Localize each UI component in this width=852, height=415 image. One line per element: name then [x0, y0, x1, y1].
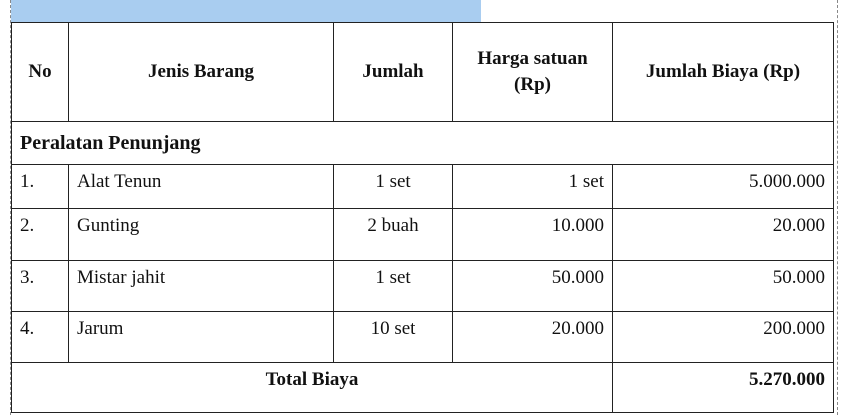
cell-item: Mistar jahit: [68, 260, 334, 312]
cell-no: 3.: [11, 260, 69, 312]
cell-total: 5.000.000: [612, 164, 834, 209]
header-price: Harga satuan (Rp): [452, 22, 613, 122]
cell-no: 1.: [11, 164, 69, 209]
cell-total: 200.000: [612, 311, 834, 363]
header-qty: Jumlah: [333, 22, 453, 122]
page-edge-right: [837, 0, 838, 415]
table-row: 1. Alat Tenun 1 set 1 set 5.000.000: [11, 164, 834, 209]
cell-price: 50.000: [452, 260, 613, 312]
cell-item: Gunting: [68, 208, 334, 261]
cell-price: 20.000: [452, 311, 613, 363]
total-label: Total Biaya: [11, 362, 613, 413]
header-no: No: [11, 22, 69, 122]
cell-total: 50.000: [612, 260, 834, 312]
page-edge-left: [10, 0, 11, 415]
cell-qty: 10 set: [333, 311, 453, 363]
table-row: 4. Jarum 10 set 20.000 200.000: [11, 311, 834, 363]
cost-table: No Jenis Barang Jumlah Harga satuan (Rp)…: [11, 22, 834, 413]
table-row: 2. Gunting 2 buah 10.000 20.000: [11, 208, 834, 261]
selection-highlight: [11, 0, 481, 22]
header-total: Jumlah Biaya (Rp): [612, 22, 834, 122]
header-item: Jenis Barang: [68, 22, 334, 122]
section-title: Peralatan Penunjang: [11, 121, 834, 165]
cell-item: Alat Tenun: [68, 164, 334, 209]
table-row: 3. Mistar jahit 1 set 50.000 50.000: [11, 260, 834, 312]
cell-price: 10.000: [452, 208, 613, 261]
total-row: Total Biaya 5.270.000: [11, 362, 834, 413]
cell-price: 1 set: [452, 164, 613, 209]
cell-qty: 1 set: [333, 164, 453, 209]
cell-item: Jarum: [68, 311, 334, 363]
total-value: 5.270.000: [612, 362, 834, 413]
cell-qty: 2 buah: [333, 208, 453, 261]
cell-no: 4.: [11, 311, 69, 363]
cell-no: 2.: [11, 208, 69, 261]
header-row: No Jenis Barang Jumlah Harga satuan (Rp)…: [11, 22, 834, 122]
cell-total: 20.000: [612, 208, 834, 261]
cell-qty: 1 set: [333, 260, 453, 312]
